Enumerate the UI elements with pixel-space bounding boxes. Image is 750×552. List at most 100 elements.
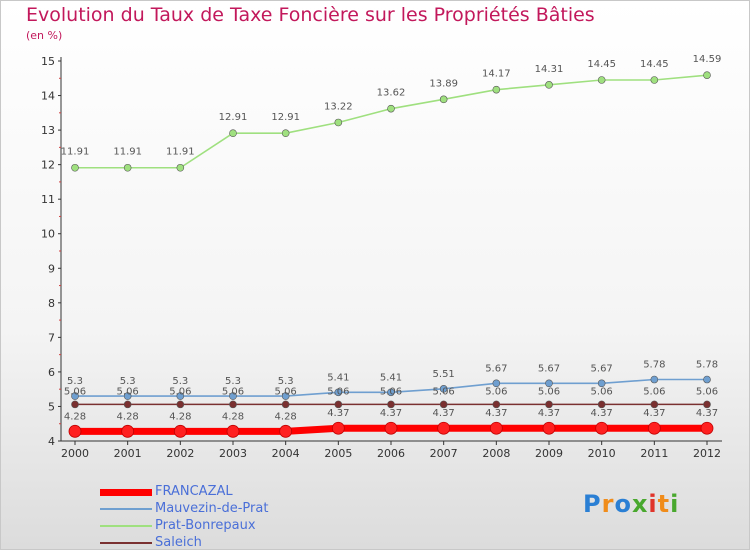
- data-point: [176, 392, 185, 400]
- data-point: [703, 375, 711, 384]
- x-tick-label: 2007: [430, 447, 458, 460]
- y-tick-label: 4: [48, 435, 55, 448]
- data-point: [331, 421, 345, 435]
- data-point: [176, 400, 185, 409]
- x-tick-label: 2012: [693, 447, 721, 460]
- data-point: [176, 163, 185, 172]
- data-label: 5.06: [64, 386, 86, 397]
- legend-label: Mauvezin-de-Prat: [155, 501, 269, 516]
- data-label: 5.3: [278, 376, 294, 387]
- data-label: 5.06: [275, 386, 297, 397]
- data-point: [334, 400, 343, 409]
- data-point: [387, 400, 395, 409]
- data-point: [384, 421, 398, 435]
- y-tick-label: 6: [48, 366, 55, 379]
- data-label: 14.17: [482, 69, 511, 80]
- data-label: 13.89: [429, 78, 458, 89]
- data-label: 4.37: [591, 408, 613, 419]
- data-label: 5.41: [380, 372, 402, 383]
- data-label: 5.06: [591, 386, 613, 397]
- x-tick-label: 2002: [166, 447, 194, 460]
- data-label: 14.45: [640, 59, 669, 70]
- data-label: 5.06: [117, 386, 139, 397]
- data-point: [545, 400, 553, 409]
- x-tick-label: 2010: [588, 447, 616, 460]
- data-label: 5.41: [327, 372, 349, 383]
- data-label: 4.37: [433, 408, 455, 419]
- data-point: [68, 424, 82, 438]
- data-label: 5.51: [433, 369, 455, 380]
- legend-swatch: [100, 542, 152, 544]
- chart-title: Evolution du Taux de Taxe Foncière sur l…: [26, 4, 595, 26]
- legend: FRANCAZAL Mauvezin-de-Prat Prat-Bonrepaux S…: [100, 484, 360, 552]
- data-label: 4.37: [485, 408, 507, 419]
- data-point: [121, 424, 135, 438]
- data-label: 5.06: [222, 386, 244, 397]
- data-label: 4.37: [643, 408, 665, 419]
- data-label: 4.37: [380, 408, 402, 419]
- data-point: [123, 392, 132, 400]
- data-label: 4.28: [117, 411, 139, 422]
- x-tick-label: 2011: [640, 447, 668, 460]
- data-point: [229, 392, 237, 400]
- data-label: 11.91: [61, 147, 90, 158]
- data-point: [545, 81, 553, 89]
- legend-swatch: [100, 525, 152, 527]
- data-label: 5.67: [485, 363, 507, 374]
- data-point: [545, 379, 553, 388]
- data-point: [647, 421, 661, 435]
- data-point: [439, 400, 448, 409]
- data-label: 13.22: [324, 101, 353, 112]
- data-point: [597, 400, 606, 409]
- legend-label: FRANCAZAL: [155, 484, 233, 499]
- y-tick-label: 9: [48, 262, 55, 275]
- data-label: 5.78: [696, 360, 718, 371]
- data-label: 5.78: [643, 360, 665, 371]
- data-point: [281, 400, 290, 409]
- data-point: [597, 379, 606, 388]
- data-point: [542, 421, 556, 435]
- legend-item: Mauvezin-de-Prat: [100, 501, 360, 518]
- x-tick-label: 2003: [219, 447, 247, 460]
- data-point: [226, 424, 240, 438]
- y-tick-label: 7: [48, 331, 55, 344]
- data-point: [279, 424, 293, 438]
- data-label: 14.31: [535, 64, 564, 75]
- data-point: [439, 385, 448, 393]
- data-label: 4.28: [64, 411, 86, 422]
- data-point: [492, 400, 501, 409]
- data-label: 5.06: [643, 386, 665, 397]
- data-point: [173, 424, 187, 438]
- y-tick-label: 14: [41, 90, 55, 103]
- x-tick-label: 2001: [114, 447, 142, 460]
- legend-label: Prat-Bonrepaux: [155, 518, 256, 533]
- data-label: 14.59: [693, 54, 722, 65]
- data-label: 12.91: [219, 112, 248, 123]
- data-label: 5.3: [172, 376, 188, 387]
- chart-subtitle: (en %): [26, 29, 63, 42]
- x-tick-label: 2004: [272, 447, 300, 460]
- data-label: 5.06: [169, 386, 191, 397]
- data-point: [439, 95, 448, 104]
- data-label: 5.3: [67, 376, 83, 387]
- data-point: [334, 118, 343, 127]
- legend-swatch: [100, 488, 152, 496]
- data-label: 5.06: [696, 386, 718, 397]
- data-point: [597, 76, 606, 84]
- legend-item: FRANCAZAL: [100, 484, 360, 501]
- x-tick-label: 2006: [377, 447, 405, 460]
- data-point: [387, 104, 395, 113]
- y-tick-label: 5: [48, 400, 55, 413]
- proxiti-logo: Proxiti: [583, 490, 680, 518]
- x-tick-label: 2008: [482, 447, 510, 460]
- data-label: 4.37: [696, 408, 718, 419]
- data-label: 13.62: [377, 88, 406, 99]
- legend-item: Saleich: [100, 535, 360, 552]
- data-label: 5.67: [538, 363, 560, 374]
- data-point: [703, 400, 711, 409]
- data-label: 5.06: [327, 386, 349, 397]
- y-tick-label: 13: [41, 124, 55, 137]
- data-label: 4.37: [538, 408, 560, 419]
